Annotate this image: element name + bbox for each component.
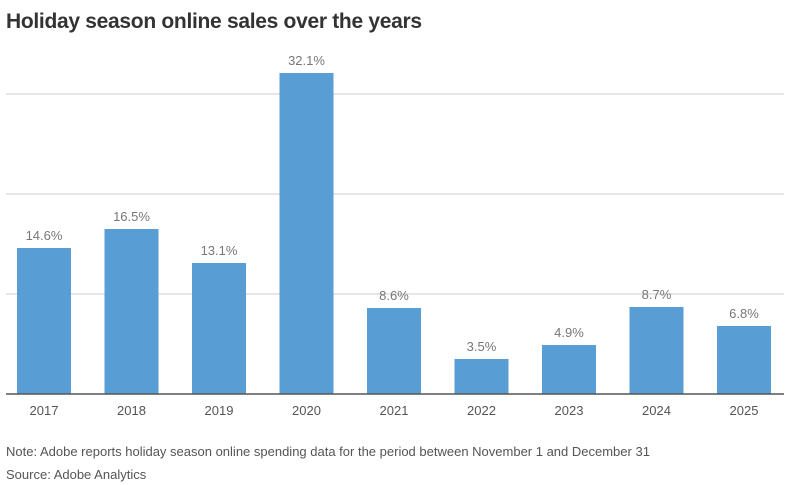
data-label: 6.8% (729, 306, 759, 321)
bar-2021 (367, 308, 421, 394)
data-label: 8.7% (642, 287, 672, 302)
x-tick-label: 2017 (30, 403, 59, 418)
data-label: 4.9% (554, 325, 584, 340)
x-tick-label: 2018 (117, 403, 146, 418)
x-tick-label: 2021 (380, 403, 409, 418)
bar-chart: 14.6% 2017 16.5% 2018 13.1% 2019 32.1% 2020 8.6%… (6, 53, 784, 418)
data-label: 16.5% (113, 209, 150, 224)
chart-note: Note: Adobe reports holiday season onlin… (6, 444, 650, 459)
bar-2019 (192, 263, 246, 394)
bar-2023 (542, 345, 596, 394)
data-label: 8.6% (379, 288, 409, 303)
bar-2025 (717, 326, 771, 394)
bar-2018 (104, 229, 159, 394)
bar-2020 (279, 73, 334, 394)
bar-2017 (17, 248, 71, 394)
data-label: 3.5% (467, 339, 497, 354)
x-tick-label: 2023 (555, 403, 584, 418)
bar-2024 (629, 307, 684, 394)
x-tick-label: 2020 (292, 403, 321, 418)
bar-2022 (454, 359, 509, 394)
chart-source: Source: Adobe Analytics (6, 467, 147, 482)
x-tick-label: 2022 (467, 403, 496, 418)
x-tick-label: 2025 (730, 403, 759, 418)
chart-title: Holiday season online sales over the yea… (6, 10, 422, 33)
data-label: 14.6% (26, 228, 63, 243)
x-tick-label: 2024 (642, 403, 671, 418)
x-tick-label: 2019 (205, 403, 234, 418)
data-label: 32.1% (288, 53, 325, 68)
data-label: 13.1% (201, 243, 238, 258)
